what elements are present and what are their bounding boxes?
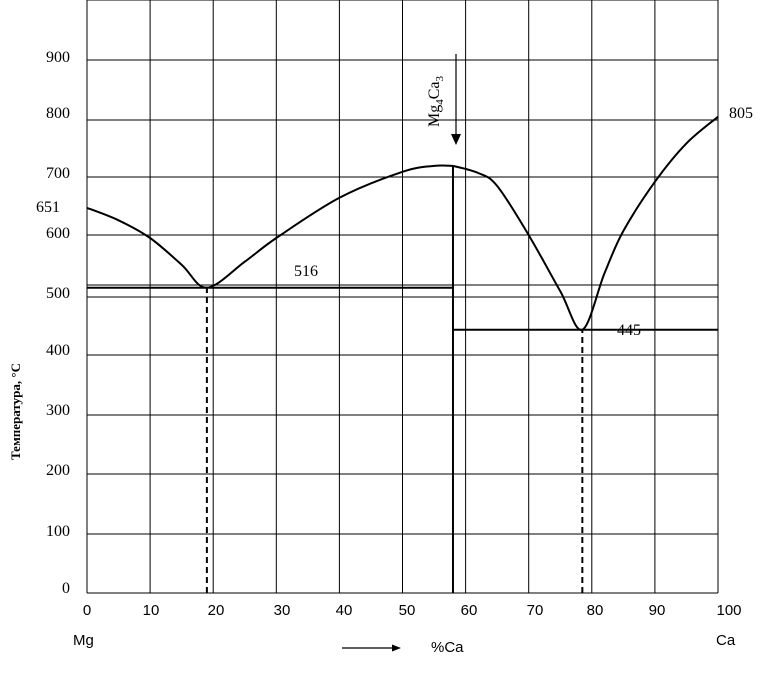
- annotations: 516 445 651 805 Mg4Ca3 Температура, °С %…: [8, 54, 753, 656]
- y-tick-label-700: 700: [46, 165, 70, 182]
- compound-sub-3: 3: [434, 75, 446, 81]
- x-tick-label-70: 70: [527, 602, 544, 619]
- right-element-label: Ca: [716, 632, 736, 649]
- y-tick-label-200: 200: [46, 462, 70, 479]
- compound-label: Mg4Ca3: [426, 75, 446, 127]
- liquidus-curves: [86, 116, 719, 331]
- ca-melting-point-label: 805: [729, 105, 753, 122]
- y-tick-label-0: 0: [62, 580, 70, 597]
- y-tick-label-800: 800: [46, 105, 70, 122]
- x-tick-label-20: 20: [208, 602, 225, 619]
- y-tick-label-600: 600: [46, 225, 70, 242]
- x-tick-label-50: 50: [399, 602, 416, 619]
- x-tick-label-10: 10: [143, 602, 160, 619]
- liquidus-curve-1: [452, 116, 719, 331]
- compound-ca: Ca: [426, 81, 443, 99]
- compound-mg: Mg: [426, 105, 443, 127]
- x-tick-label-90: 90: [649, 602, 666, 619]
- x-axis-arrow-head: [392, 644, 401, 652]
- y-tick-label-100: 100: [46, 523, 70, 540]
- y-axis-ticks: 0 100 200 300 400 500 600 700 800 900: [46, 49, 70, 597]
- left-element-label: Mg: [73, 632, 94, 649]
- x-tick-label-40: 40: [336, 602, 353, 619]
- x-tick-label-0: 0: [83, 602, 91, 619]
- compound-sub-4: 4: [434, 99, 446, 105]
- x-tick-label-80: 80: [587, 602, 604, 619]
- y-tick-label-500: 500: [46, 285, 70, 302]
- compound-arrow-head: [451, 134, 461, 145]
- reference-lines: [87, 165, 718, 593]
- x-tick-label-60: 60: [461, 602, 478, 619]
- chart-grid: [86, 0, 719, 594]
- mg-melting-point-label: 651: [36, 199, 60, 216]
- x-axis-label: %Ca: [431, 639, 464, 656]
- y-tick-label-900: 900: [46, 49, 70, 66]
- liquidus-curve-0: [86, 164, 454, 289]
- y-tick-label-400: 400: [46, 342, 70, 359]
- y-axis-label: Температура, °С: [8, 363, 23, 460]
- x-tick-label-100: 100: [716, 602, 741, 619]
- eutectic-temp-label-516: 516: [294, 263, 318, 280]
- eutectic-temp-label-445: 445: [617, 322, 641, 339]
- x-axis-ticks: 0 10 20 30 40 50 60 70 80 90 100: [83, 602, 742, 619]
- x-tick-label-30: 30: [274, 602, 291, 619]
- y-tick-label-300: 300: [46, 402, 70, 419]
